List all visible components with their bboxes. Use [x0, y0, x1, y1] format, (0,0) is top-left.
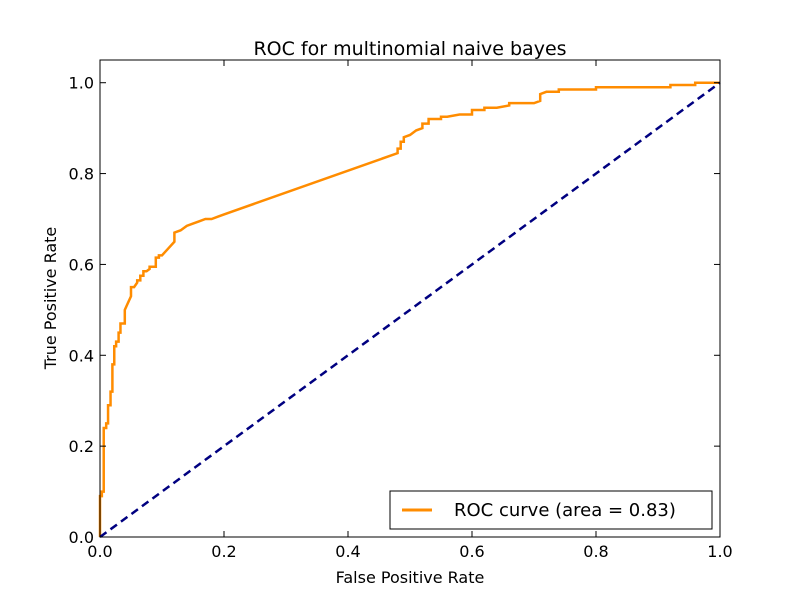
legend-box [389, 490, 713, 530]
x-tick-label: 0.4 [335, 542, 360, 561]
x-tick-label: 0.2 [211, 542, 236, 561]
axis-ticks: 0.0 0.2 0.4 0.6 0.8 1.0 0.0 0.2 0.4 0.6 0.8 1.0 [69, 60, 733, 561]
y-tick-label: 0.8 [69, 165, 94, 184]
legend-label-roc: ROC curve (area = 0.83) [454, 500, 676, 521]
x-tick-label: 0.0 [87, 542, 112, 561]
legend: ROC curve (area = 0.83) [389, 490, 713, 530]
y-tick-label: 0.4 [69, 346, 94, 365]
x-axis-label: False Positive Rate [336, 568, 485, 587]
roc-curve-line [98, 81, 720, 537]
y-tick-label: 0.2 [69, 437, 94, 456]
chance-diagonal-line [99, 81, 721, 539]
x-tick-label: 0.8 [583, 542, 608, 561]
y-axis-label: True Positive Rate [41, 227, 60, 371]
y-tick-label: 0.0 [69, 528, 94, 547]
chart-title: ROC for multinomial naive bayes [253, 38, 566, 60]
plot-area [98, 81, 721, 539]
y-tick-label: 0.6 [69, 255, 94, 274]
x-tick-label: 0.6 [459, 542, 484, 561]
y-tick-label: 1.0 [69, 74, 94, 93]
x-tick-label: 1.0 [707, 542, 732, 561]
plot-frame [99, 59, 721, 538]
